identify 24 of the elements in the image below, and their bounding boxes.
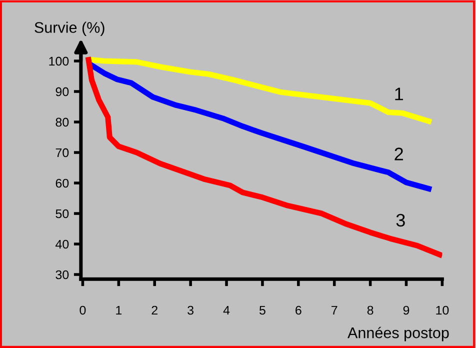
- x-tick-label: 6: [296, 306, 302, 315]
- y-tick-label: 70: [56, 148, 69, 158]
- y-tick-label: 60: [56, 178, 69, 188]
- y-tick-label: 80: [56, 118, 69, 127]
- series-label: 1: [395, 88, 403, 100]
- y-tick-label: 50: [56, 209, 69, 218]
- x-tick-label: 4: [223, 306, 230, 315]
- x-tick-label: 2: [152, 306, 158, 315]
- x-tick-label: 1: [116, 306, 122, 315]
- y-axis-title: Survie (%): [34, 22, 104, 36]
- series-label: 3: [396, 214, 405, 227]
- y-tick-label: 90: [56, 87, 69, 96]
- y-tick-label: 30: [56, 270, 69, 280]
- series-label: 2: [394, 148, 403, 160]
- x-tick-label: 9: [403, 306, 410, 315]
- y-tick-label: 100: [49, 56, 69, 66]
- x-tick-label: 8: [367, 306, 374, 315]
- x-tick-label: 0: [80, 306, 86, 315]
- x-tick-label: 5: [259, 306, 266, 315]
- x-tick-label: 3: [188, 306, 194, 315]
- x-tick-label: 10: [436, 306, 449, 315]
- x-tick-label: 7: [332, 306, 338, 315]
- x-axis-title: Années postop: [348, 326, 449, 342]
- y-tick-label: 40: [56, 240, 69, 249]
